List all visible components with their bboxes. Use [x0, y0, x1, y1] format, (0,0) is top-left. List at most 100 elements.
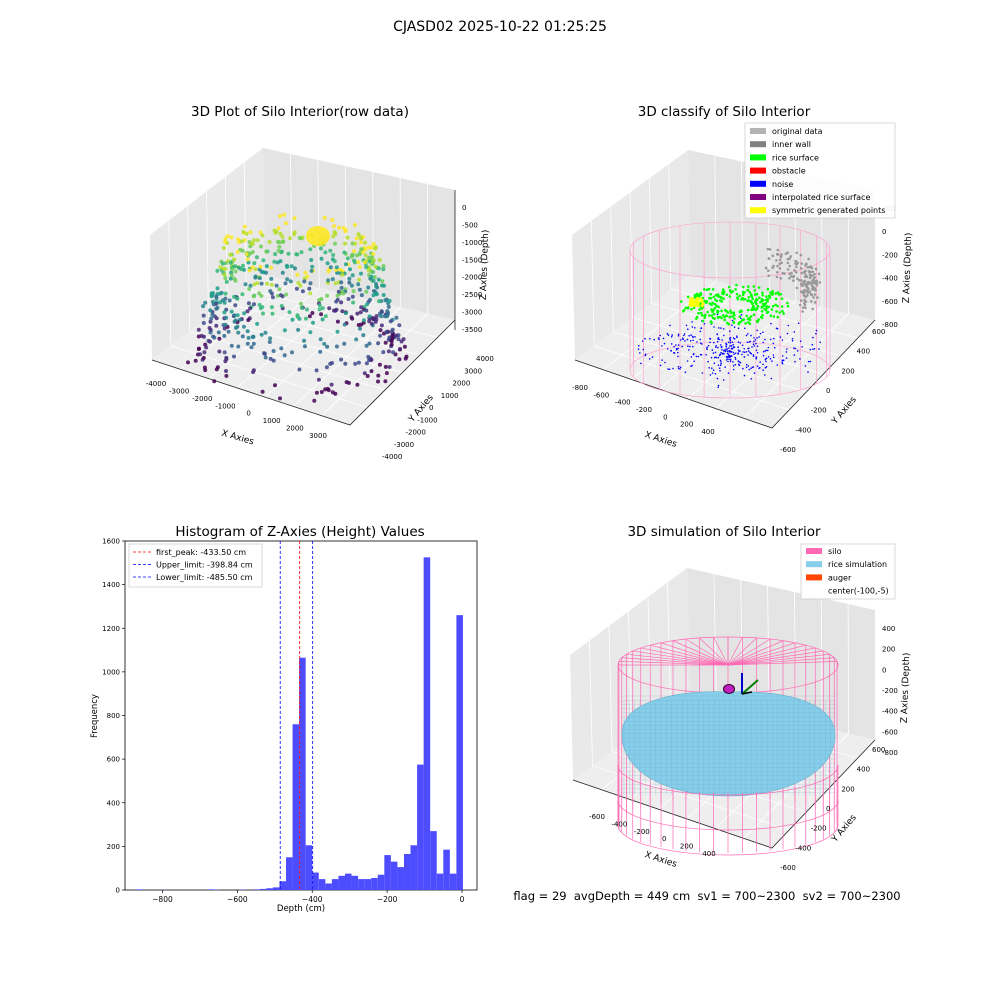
- noise-point: [653, 338, 655, 341]
- raw-point: [248, 230, 253, 235]
- raw-point: [350, 273, 355, 278]
- histogram-bar-16: [325, 883, 332, 890]
- noise-point: [743, 356, 746, 358]
- raw-point: [334, 299, 339, 304]
- rice-surface-point: [682, 309, 685, 313]
- noise-point: [750, 367, 752, 370]
- noise-point: [739, 350, 741, 352]
- noise-point: [673, 345, 675, 348]
- rice-surface-point: [735, 292, 739, 296]
- rice-surface-point: [774, 303, 777, 307]
- raw-point: [230, 267, 234, 272]
- simulation-legend: silo rice simulation auger center(-100,-5): [800, 543, 896, 600]
- noise-point: [779, 336, 782, 338]
- noise-point: [717, 338, 719, 340]
- noise-point: [717, 356, 720, 359]
- raw-point: [227, 298, 232, 303]
- noise-point: [746, 341, 749, 344]
- raw-point: [233, 318, 238, 323]
- raw-point: [286, 251, 291, 256]
- noise-point: [677, 365, 680, 368]
- raw-z-tick-4: -2000: [462, 274, 482, 282]
- histogram-bar-28: [403, 854, 411, 890]
- raw-point: [351, 289, 356, 294]
- histogram-bar-33: [436, 873, 444, 890]
- histogram-bar-23: [371, 878, 378, 890]
- raw-point: [258, 306, 263, 311]
- simulation-y-tick-3: 0: [826, 805, 830, 813]
- rice-surface-point: [775, 310, 778, 313]
- raw-point: [211, 299, 215, 304]
- raw-point: [283, 221, 288, 226]
- raw-y-tick-8: 4000: [476, 355, 494, 363]
- raw-point: [268, 336, 273, 341]
- raw-point: [327, 306, 332, 311]
- noise-point: [741, 353, 743, 356]
- raw-point: [318, 246, 323, 251]
- panel-classify-title: 3D classify of Silo Interior: [638, 104, 811, 120]
- inner-wall-point: [776, 264, 779, 268]
- rice-surface-point: [756, 305, 760, 308]
- noise-point: [691, 321, 693, 323]
- rice-surface-point: [739, 320, 742, 324]
- histogram-bar-32: [430, 831, 437, 890]
- raw-point: [296, 327, 301, 332]
- noise-point: [716, 341, 719, 343]
- raw-point: [369, 269, 374, 274]
- raw-point: [391, 350, 395, 355]
- noise-point: [724, 366, 726, 368]
- inner-wall-point: [794, 259, 797, 263]
- raw-point: [348, 267, 352, 272]
- raw-point: [320, 306, 325, 311]
- raw-point: [377, 362, 382, 367]
- noise-point: [700, 327, 702, 330]
- simulation-z-tick-6: -800: [882, 749, 898, 757]
- symmetric-point: [701, 302, 705, 306]
- histogram-bars: [136, 557, 463, 890]
- raw-point: [331, 253, 336, 257]
- raw-point: [319, 256, 324, 261]
- rice-surface-point: [722, 297, 725, 301]
- rice-surface-point: [769, 314, 773, 318]
- raw-point: [223, 239, 228, 244]
- rice-surface-point: [690, 307, 693, 311]
- classify-silo-wireframe: [629, 221, 831, 399]
- raw-point: [259, 332, 264, 337]
- noise-point: [762, 363, 764, 366]
- raw-point: [290, 350, 294, 355]
- inner-wall-point: [799, 266, 803, 270]
- inner-wall-point: [766, 247, 770, 251]
- raw-point: [397, 357, 402, 362]
- inner-wall-point: [811, 284, 814, 288]
- classify-legend-swatch-4: [750, 180, 766, 187]
- noise-point: [815, 332, 817, 335]
- noise-point: [686, 338, 689, 341]
- raw-point: [378, 328, 383, 333]
- classify-legend-label-1: inner wall: [772, 140, 811, 149]
- noise-point: [689, 345, 691, 348]
- raw-point: [324, 365, 329, 370]
- raw-point: [369, 321, 374, 326]
- classify-legend-swatch-5: [750, 194, 766, 200]
- raw-point: [223, 276, 228, 281]
- raw-point: [229, 273, 234, 278]
- inner-wall-point: [792, 279, 795, 282]
- rice-surface-point: [750, 294, 753, 297]
- raw-point: [273, 252, 278, 257]
- noise-point: [720, 361, 722, 363]
- raw-point: [383, 364, 388, 369]
- rice-surface-point: [729, 311, 733, 315]
- raw-point: [377, 299, 381, 304]
- rice-surface-point: [709, 297, 713, 300]
- raw-point: [350, 294, 355, 299]
- noise-point: [755, 349, 758, 352]
- raw-point: [232, 313, 237, 318]
- raw-point: [207, 326, 212, 330]
- rice-surface-point: [764, 308, 768, 312]
- noise-point: [720, 363, 722, 365]
- raw-point: [394, 315, 399, 320]
- noise-point: [719, 369, 721, 372]
- noise-point: [712, 352, 715, 354]
- rice-surface-point: [711, 288, 715, 291]
- raw-point: [255, 238, 260, 243]
